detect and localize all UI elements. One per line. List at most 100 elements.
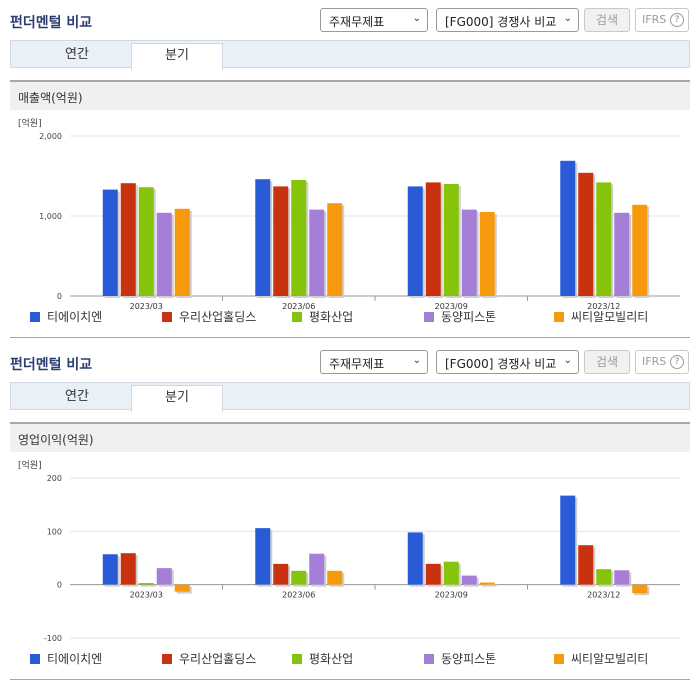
unit-label: [억원] xyxy=(18,459,42,471)
legend-swatch xyxy=(292,654,302,664)
bar xyxy=(156,568,172,585)
bar xyxy=(632,584,648,594)
bar xyxy=(407,532,423,585)
bar xyxy=(102,189,118,296)
bar xyxy=(255,179,271,296)
bar xyxy=(578,545,594,585)
x-tick-label: 2023/03 xyxy=(130,591,163,600)
metric-header: 영업이익(억원) xyxy=(10,422,690,452)
chevron-down-icon: ⌄ xyxy=(563,13,572,24)
x-tick-label: 2023/06 xyxy=(282,302,315,311)
compare-select[interactable]: [FG000] 경쟁사 비교 ⌄ xyxy=(436,350,579,374)
bar xyxy=(407,186,423,296)
legend-swatch xyxy=(554,312,564,322)
legend-label: 평화산업 xyxy=(309,310,353,324)
panel-title: 펀더멘털 비교 xyxy=(10,357,93,373)
bar xyxy=(273,563,289,585)
chevron-down-icon: ⌄ xyxy=(412,13,421,24)
tab-annual[interactable]: 연간 xyxy=(65,47,89,62)
tab-quarter[interactable]: 분기 xyxy=(131,43,223,70)
chevron-down-icon: ⌄ xyxy=(563,355,572,366)
tab-quarter[interactable]: 분기 xyxy=(131,385,223,412)
bar xyxy=(273,186,289,296)
bar xyxy=(309,553,325,585)
divider xyxy=(10,679,690,680)
legend-swatch xyxy=(30,312,40,322)
legend-label: 평화산업 xyxy=(309,652,353,666)
bar xyxy=(578,172,594,296)
legend-label: 우리산업홀딩스 xyxy=(179,652,256,666)
period-tabs: 연간 분기 xyxy=(10,382,690,412)
bar-shadow xyxy=(481,584,497,587)
operating-profit-panel: 펀더멘털 비교 주재무제표 ⌄ [FG000] 경쟁사 비교 ⌄ 검색 IFRS… xyxy=(0,342,696,684)
panel-header: 펀더멘털 비교 주재무제표 ⌄ [FG000] 경쟁사 비교 ⌄ 검색 IFRS… xyxy=(0,342,696,382)
x-tick-label: 2023/06 xyxy=(282,591,315,600)
legend-label: 티에이치엔 xyxy=(47,310,102,324)
bar xyxy=(309,209,325,296)
search-button[interactable]: 검색 xyxy=(584,350,630,374)
bar xyxy=(255,528,271,585)
bar xyxy=(425,563,441,585)
bar xyxy=(479,212,495,296)
help-icon[interactable]: ? xyxy=(670,13,684,27)
bar xyxy=(138,583,154,585)
bar xyxy=(156,212,172,296)
statement-select[interactable]: 주재무제표 ⌄ xyxy=(320,8,428,32)
unit-label: [억원] xyxy=(18,117,42,129)
legend-swatch xyxy=(292,312,302,322)
legend-label: 씨티알모빌리티 xyxy=(571,652,648,666)
bar xyxy=(174,208,190,296)
tab-annual[interactable]: 연간 xyxy=(65,389,89,404)
x-tick-label: 2023/09 xyxy=(435,302,468,311)
bar xyxy=(614,212,630,296)
legend-label: 동양피스톤 xyxy=(441,310,496,324)
x-tick-label: 2023/12 xyxy=(587,591,620,600)
panel-title: 펀더멘털 비교 xyxy=(10,15,93,31)
legend-swatch xyxy=(554,654,564,664)
period-tabs: 연간 분기 xyxy=(10,40,690,70)
legend-label: 동양피스톤 xyxy=(441,652,496,666)
search-button[interactable]: 검색 xyxy=(584,8,630,32)
compare-select-value: [FG000] 경쟁사 비교 xyxy=(445,357,557,371)
chevron-down-icon: ⌄ xyxy=(412,355,421,366)
bar xyxy=(291,570,307,585)
legend-swatch xyxy=(424,312,434,322)
statement-select-value: 주재무제표 xyxy=(329,357,385,371)
y-tick-label: 100 xyxy=(47,527,62,536)
bar xyxy=(596,182,612,296)
ifrs-label: IFRS xyxy=(642,355,667,368)
metric-title: 영업이익(억원) xyxy=(18,433,94,447)
bar xyxy=(479,582,495,585)
compare-select-value: [FG000] 경쟁사 비교 xyxy=(445,15,557,29)
bar xyxy=(443,561,459,585)
legend-swatch xyxy=(162,312,172,322)
bar xyxy=(327,570,343,585)
bar xyxy=(425,182,441,296)
compare-select[interactable]: [FG000] 경쟁사 비교 ⌄ xyxy=(436,8,579,32)
ifrs-button[interactable]: IFRS ? xyxy=(635,350,689,374)
bar xyxy=(120,183,136,296)
x-tick-label: 2023/12 xyxy=(587,302,620,311)
bar xyxy=(291,180,307,296)
ifrs-button[interactable]: IFRS ? xyxy=(635,8,689,32)
help-icon[interactable]: ? xyxy=(670,355,684,369)
y-tick-label: -100 xyxy=(44,634,62,643)
bar xyxy=(461,575,477,585)
metric-header: 매출액(억원) xyxy=(10,80,690,110)
divider xyxy=(10,337,690,338)
panel-header: 펀더멘털 비교 주재무제표 ⌄ [FG000] 경쟁사 비교 ⌄ 검색 IFRS… xyxy=(0,0,696,40)
bar xyxy=(560,160,576,296)
legend-label: 우리산업홀딩스 xyxy=(179,310,256,324)
statement-select[interactable]: 주재무제표 ⌄ xyxy=(320,350,428,374)
bar xyxy=(443,184,459,296)
bar xyxy=(632,204,648,296)
legend-swatch xyxy=(162,654,172,664)
statement-select-value: 주재무제표 xyxy=(329,15,385,29)
bar xyxy=(560,495,576,585)
bar xyxy=(120,553,136,585)
bar xyxy=(327,203,343,296)
operating-profit-bar-chart: [억원] -100 0 100 200 2023/03 2023/06 2023/09 2023… xyxy=(18,459,680,666)
bar-shadow xyxy=(140,585,156,587)
bar xyxy=(614,570,630,585)
revenue-bar-chart: [억원] 0 1,000 2,000 2023/03 2023/06 2023/09 2023… xyxy=(18,117,680,324)
